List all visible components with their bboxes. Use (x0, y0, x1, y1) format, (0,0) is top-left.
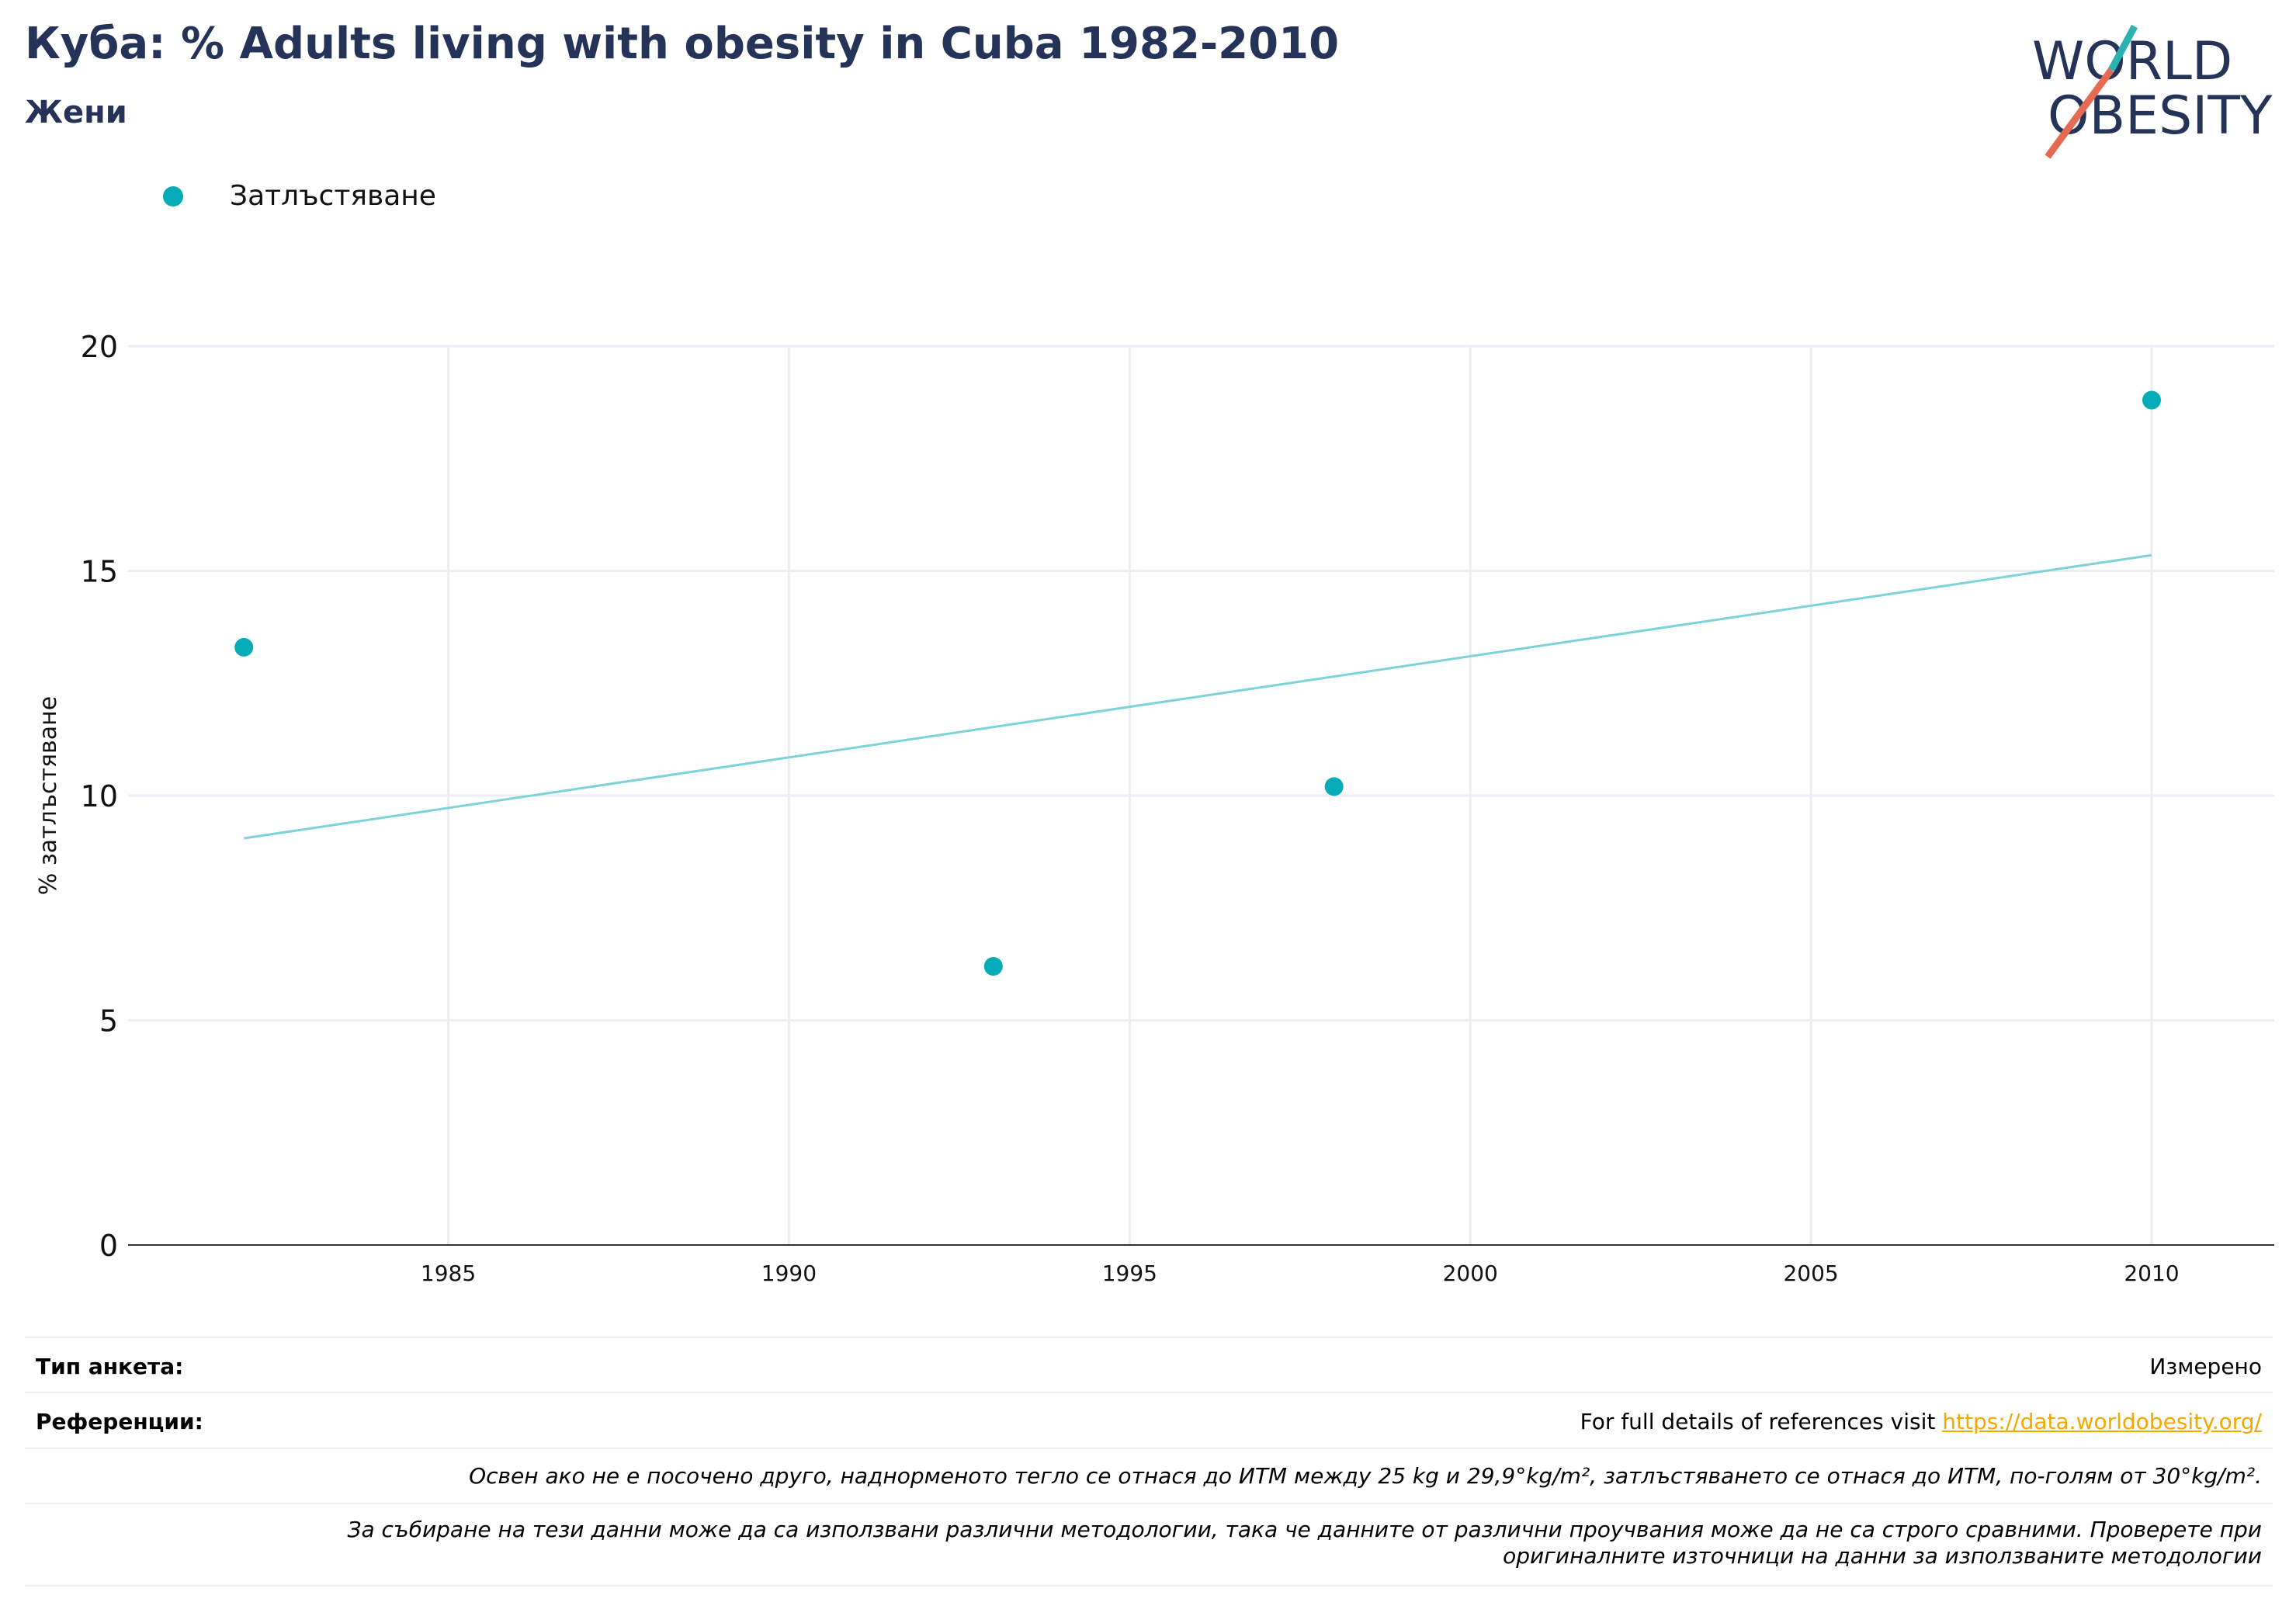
logo-text-world: WORLD (2032, 31, 2232, 92)
x-tick-label: 1995 (1102, 1261, 1157, 1286)
y-tick-label: 0 (99, 1229, 118, 1263)
data-point (234, 637, 254, 657)
x-tick-label: 1985 (421, 1261, 476, 1286)
references-text: For full details of references visit (1580, 1409, 1943, 1434)
note-methodology-line2: оригиналните източници на данни за изпол… (1503, 1543, 2262, 1569)
world-obesity-logo: WORLD OBESITY (2032, 24, 2273, 159)
x-tick-label: 1990 (761, 1261, 817, 1286)
legend-marker (163, 186, 183, 206)
chart-subtitle: Жени (25, 95, 127, 130)
references-link[interactable]: https://data.worldobesity.org/ (1942, 1409, 2262, 1434)
trend-line (244, 553, 2152, 840)
footer-note-definitions: Освен ако не е посочено друго, наднормен… (25, 1448, 2273, 1503)
survey-type-value: Измерено (2149, 1354, 2262, 1379)
x-tick-label: 2010 (2124, 1261, 2179, 1286)
legend-label-obesity: Затлъстяване (230, 180, 436, 212)
logo-slash-teal (2108, 24, 2138, 72)
chart-legend: Затлъстяване (163, 180, 436, 212)
y-axis-label: % затлъстяване (35, 696, 62, 895)
scatter-chart: 0 5 10 15 20 1985 1990 1995 2000 2005 2010 % затл… (35, 330, 2274, 1286)
footer-references-row: Референции: For full details of referenc… (25, 1392, 2273, 1448)
logo-slash-coral (2045, 68, 2114, 159)
chart-grid (128, 345, 2274, 1245)
x-axis-ticks: 1985 1990 1995 2000 2005 2010 (421, 1261, 2180, 1286)
logo-text-obesity: OBESITY (2048, 85, 2273, 147)
references-value: For full details of references visit htt… (1580, 1409, 2262, 1434)
note-methodology-text: За събиране на тези данни може да са изп… (348, 1517, 2263, 1569)
data-point (1324, 777, 1344, 796)
x-tick-label: 2000 (1443, 1261, 1498, 1286)
y-axis-ticks: 0 5 10 15 20 (81, 330, 118, 1263)
note-definitions-text: Освен ако не е посочено друго, наднормен… (469, 1463, 2262, 1489)
y-tick-label: 20 (81, 330, 118, 364)
data-points (234, 390, 2161, 976)
survey-type-label: Тип анкета: (36, 1354, 184, 1379)
note-methodology-line1: За събиране на тези данни може да са изп… (347, 1517, 2263, 1542)
y-tick-label: 10 (81, 779, 118, 813)
y-tick-label: 15 (81, 555, 118, 589)
data-point (2142, 390, 2161, 410)
x-tick-label: 2005 (1783, 1261, 1838, 1286)
footer-survey-type-row: Тип анкета: Измерено (25, 1337, 2273, 1392)
y-tick-label: 5 (99, 1004, 118, 1039)
references-label: Референции: (36, 1409, 203, 1434)
chart-title: Куба: % Adults living with obesity in Cu… (25, 19, 1340, 69)
data-point (983, 957, 1003, 976)
footer-note-methodology: За събиране на тези данни може да са изп… (25, 1503, 2273, 1587)
